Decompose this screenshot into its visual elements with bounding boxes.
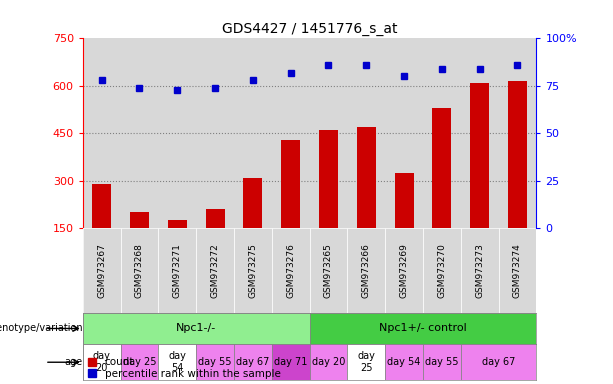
- Text: GSM973275: GSM973275: [248, 243, 257, 298]
- Bar: [272, 344, 310, 380]
- Bar: [319, 130, 338, 228]
- Text: GSM973276: GSM973276: [286, 243, 295, 298]
- Text: day 55: day 55: [199, 357, 232, 367]
- Text: GSM973269: GSM973269: [400, 243, 409, 298]
- Bar: [83, 344, 121, 380]
- Bar: [158, 228, 196, 313]
- Bar: [92, 184, 111, 228]
- Bar: [310, 344, 348, 380]
- Bar: [272, 228, 310, 313]
- Bar: [395, 173, 414, 228]
- Bar: [508, 81, 527, 228]
- Bar: [423, 344, 461, 380]
- Text: GSM973273: GSM973273: [475, 243, 484, 298]
- Text: GSM973270: GSM973270: [437, 243, 446, 298]
- Bar: [310, 313, 536, 344]
- Text: GSM973272: GSM973272: [210, 243, 219, 298]
- Bar: [461, 344, 536, 380]
- Text: day 55: day 55: [425, 357, 459, 367]
- Bar: [234, 228, 272, 313]
- Bar: [461, 228, 498, 313]
- Text: day
54: day 54: [169, 351, 186, 373]
- Text: day
25: day 25: [357, 351, 375, 373]
- Text: day 67: day 67: [236, 357, 270, 367]
- Text: Npc1+/- control: Npc1+/- control: [379, 323, 467, 333]
- Text: day 67: day 67: [482, 357, 516, 367]
- Bar: [385, 228, 423, 313]
- Text: genotype/variation: genotype/variation: [0, 323, 83, 333]
- Text: GSM973267: GSM973267: [97, 243, 106, 298]
- Text: GSM973274: GSM973274: [513, 243, 522, 298]
- Text: day
20: day 20: [93, 351, 110, 373]
- Text: GSM973271: GSM973271: [173, 243, 182, 298]
- Text: GSM973268: GSM973268: [135, 243, 144, 298]
- Text: day 54: day 54: [387, 357, 421, 367]
- Bar: [310, 228, 348, 313]
- Text: age: age: [64, 357, 83, 367]
- Bar: [130, 212, 149, 228]
- Bar: [423, 228, 461, 313]
- Legend: count, percentile rank within the sample: count, percentile rank within the sample: [88, 357, 281, 379]
- Bar: [168, 220, 187, 228]
- Bar: [281, 140, 300, 228]
- Text: day 20: day 20: [312, 357, 345, 367]
- Text: Npc1-/-: Npc1-/-: [176, 323, 216, 333]
- Bar: [196, 228, 234, 313]
- Bar: [205, 209, 224, 228]
- Bar: [196, 344, 234, 380]
- Title: GDS4427 / 1451776_s_at: GDS4427 / 1451776_s_at: [222, 22, 397, 36]
- Bar: [348, 228, 385, 313]
- Bar: [83, 228, 121, 313]
- Text: GSM973265: GSM973265: [324, 243, 333, 298]
- Bar: [470, 83, 489, 228]
- Bar: [385, 344, 423, 380]
- Bar: [121, 344, 158, 380]
- Bar: [432, 108, 451, 228]
- Bar: [243, 178, 262, 228]
- Text: GSM973266: GSM973266: [362, 243, 371, 298]
- Bar: [158, 344, 196, 380]
- Text: day 71: day 71: [274, 357, 307, 367]
- Bar: [357, 127, 376, 228]
- Bar: [498, 228, 536, 313]
- Bar: [121, 228, 158, 313]
- Text: day 25: day 25: [123, 357, 156, 367]
- Bar: [83, 313, 310, 344]
- Bar: [234, 344, 272, 380]
- Bar: [348, 344, 385, 380]
